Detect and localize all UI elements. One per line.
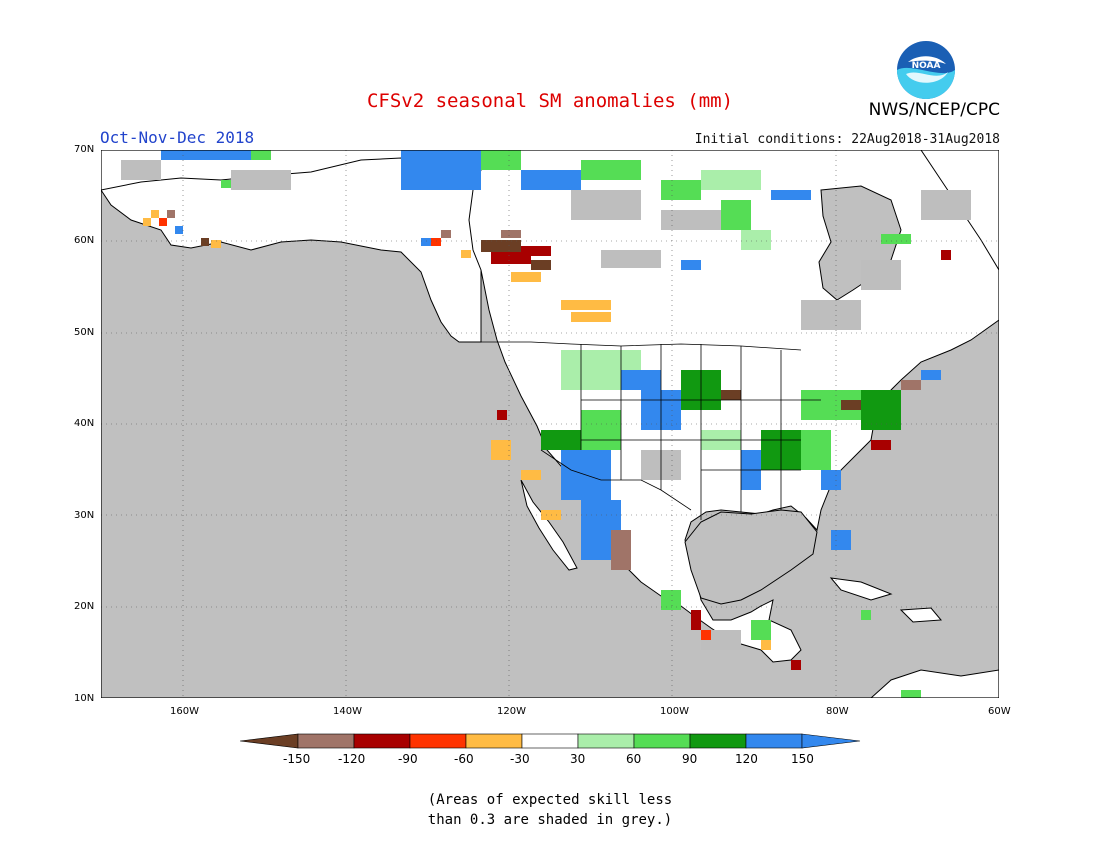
lat-label-30n: 30N <box>74 510 95 521</box>
lat-label-70n: 70N <box>74 144 95 155</box>
lon-label-140w: 140W <box>333 706 362 717</box>
map-title: CFSv2 seasonal SM anomalies (mm) <box>366 90 734 112</box>
skill-note-line-1: (Areas of expected skill less <box>427 792 673 808</box>
legend-swatch-4 <box>465 733 523 749</box>
lat-label-10n: 10N <box>74 693 95 704</box>
legend-label-2: -90 <box>398 752 418 766</box>
legend-swatch-10 <box>801 733 861 749</box>
lon-label-120w: 120W <box>497 706 526 717</box>
skill-note: (Areas of expected skill less than 0.3 a… <box>0 790 1100 830</box>
noaa-logo: NOAA <box>897 41 955 99</box>
legend-label-7: 90 <box>682 752 698 766</box>
legend-label-1: -120 <box>338 752 366 766</box>
legend-label-5: 30 <box>570 752 586 766</box>
legend-swatch-8 <box>689 733 747 749</box>
legend-swatch-3 <box>409 733 467 749</box>
agency-label: NWS/NCEP/CPC <box>868 100 1000 120</box>
map-area <box>101 150 999 698</box>
skill-note-line-2: than 0.3 are shaded in grey.) <box>427 812 673 828</box>
legend-label-6: 60 <box>626 752 642 766</box>
legend-swatch-2 <box>353 733 411 749</box>
lat-label-20n: 20N <box>74 601 95 612</box>
cuba <box>829 577 893 601</box>
logo-text: NOAA <box>912 61 941 71</box>
legend-label-3: -60 <box>454 752 474 766</box>
lon-label-80w: 80W <box>826 706 849 717</box>
legend-swatch-7 <box>633 733 691 749</box>
greenland <box>920 150 999 271</box>
hudson-bay <box>818 185 902 301</box>
hispaniola <box>899 607 943 623</box>
legend-label-4: -30 <box>510 752 530 766</box>
legend-label-9: 150 <box>791 752 814 766</box>
legend-label-0: -150 <box>283 752 311 766</box>
lon-label-160w: 160W <box>170 706 199 717</box>
lat-label-50n: 50N <box>74 327 95 338</box>
anomaly-cells <box>143 150 951 698</box>
borders <box>481 341 821 520</box>
legend-label-8: 120 <box>735 752 758 766</box>
legend-colorbar <box>240 733 861 749</box>
legend-swatch-6 <box>577 733 635 749</box>
season-label: Oct-Nov-Dec 2018 <box>100 128 255 147</box>
legend-swatch-5 <box>521 733 579 749</box>
lon-label-60w: 60W <box>988 706 1011 717</box>
lon-label-100w: 100W <box>660 706 689 717</box>
legend-swatch-0 <box>240 733 299 749</box>
lat-label-60n: 60N <box>74 235 95 246</box>
gulf-of-mexico <box>684 509 818 605</box>
lat-label-40n: 40N <box>74 418 95 429</box>
legend-swatch-9 <box>745 733 803 749</box>
legend-swatch-1 <box>297 733 355 749</box>
initial-conditions-label: Initial conditions: 22Aug2018-31Aug2018 <box>694 132 1000 147</box>
low-skill-areas <box>121 160 971 650</box>
